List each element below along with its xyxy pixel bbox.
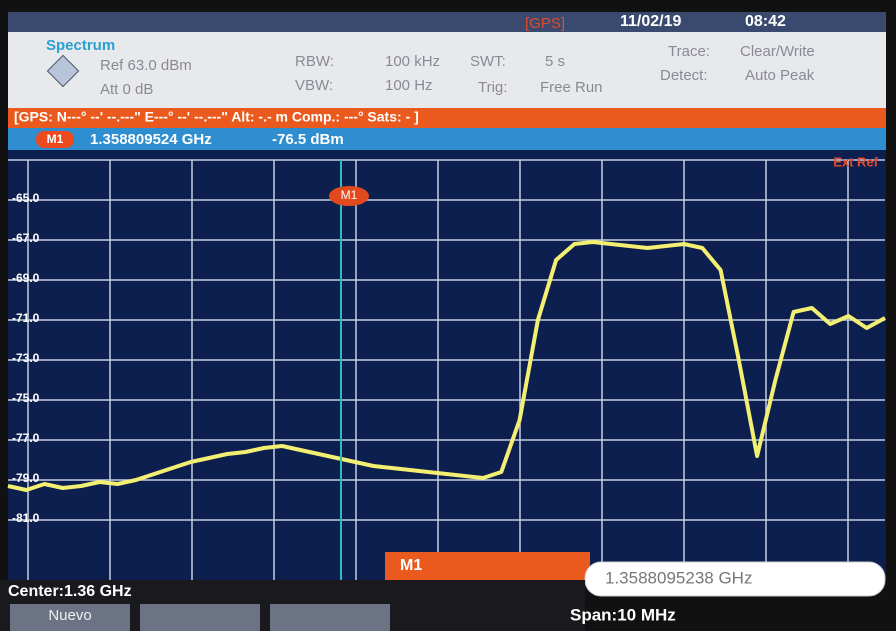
icon (46, 54, 80, 88)
mode: Spectrum (46, 37, 115, 54)
plot-area (8, 150, 886, 580)
button[interactable] (270, 604, 390, 631)
marker-bar (8, 128, 886, 150)
center: Center:1.36 GHz (8, 583, 132, 600)
y-tick-label: -69.0 (12, 271, 40, 285)
rbw: 100 kHz (385, 53, 440, 70)
marker-name: M1 (47, 132, 64, 146)
att: Att 0 dB (100, 81, 153, 98)
button-nuevo[interactable] (10, 604, 130, 631)
gps-bar (8, 108, 886, 128)
ext-ref: Ext Ref (833, 154, 878, 169)
trace (7, 240, 886, 492)
header-top (8, 12, 886, 32)
frequency-input-value: 1.3588095238 GHz (605, 568, 752, 587)
marker-edit-bar (385, 552, 590, 580)
plot (7, 240, 886, 492)
gps-indicator: [GPS] (525, 15, 565, 32)
y-tick-label: -67.0 (12, 231, 40, 245)
marker-flag (329, 186, 369, 206)
swt: 5 s (545, 53, 565, 70)
trig-label: Trig: (478, 79, 507, 96)
marker-edit-name: M1 (400, 557, 422, 574)
span: Span:10 MHz (570, 605, 676, 624)
vbw-label: VBW: (295, 77, 333, 94)
y-tick-label: -75.0 (12, 391, 40, 405)
trace: Clear/Write (740, 43, 815, 60)
y-tick-label: -73.0 (12, 351, 40, 365)
y-tick-label: -79.0 (12, 471, 40, 485)
button-nuevo-label: Nuevo (48, 607, 91, 624)
frequency-input[interactable] (584, 561, 886, 597)
trace-label: Trace: (668, 43, 710, 60)
date: 11/02/19 (620, 13, 682, 30)
grid: -65.0 -67.0 -69.0 -71.0 -73.0 -75.0 -77.0 -79.0… (8, 159, 885, 580)
detect: Auto Peak (745, 67, 815, 84)
time: 08:42 (745, 13, 786, 30)
marker-frequency: 1.358809524 GHz (90, 131, 212, 148)
vbw: 100 Hz (385, 77, 433, 94)
rbw-label: RBW: (295, 53, 334, 70)
trig: Free Run (540, 79, 603, 96)
y-tick-label: -77.0 (12, 431, 40, 445)
gps-status: [GPS: N---° --' --.---" E---° --' --.---… (14, 109, 419, 125)
button[interactable] (140, 604, 260, 631)
detect-label: Detect: (660, 67, 708, 84)
swt-label: SWT: (470, 53, 506, 70)
y-tick-label: -65.0 (12, 191, 40, 205)
marker-flag-label: M1 (341, 188, 358, 202)
y-tick-label: -71.0 (12, 311, 40, 325)
ref: Ref 63.0 dBm (100, 57, 192, 74)
marker-badge (36, 131, 74, 148)
marker-level: -76.5 dBm (272, 131, 344, 148)
y-tick-label: -81.0 (12, 511, 40, 525)
